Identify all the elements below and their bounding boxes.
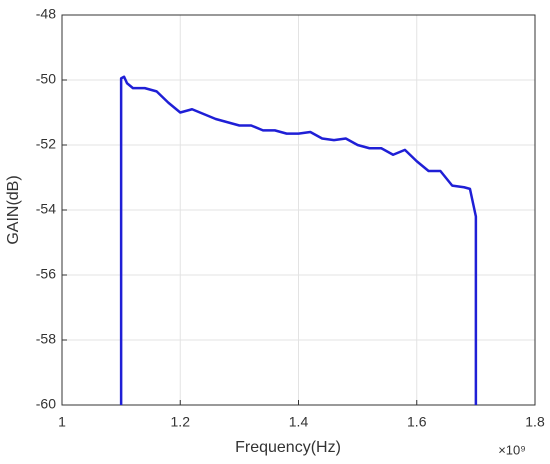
x-tick-label: 1.4 [289, 414, 309, 430]
y-tick-label: -52 [36, 136, 56, 152]
x-tick-label: 1.8 [525, 414, 545, 430]
y-tick-label: -56 [36, 266, 56, 282]
data-line [119, 75, 478, 405]
x-axis-label: Frequency(Hz) [235, 439, 341, 456]
y-tick-label: -60 [36, 396, 56, 412]
x-tick-label: 1 [58, 414, 66, 430]
x-tick-label: 1.6 [407, 414, 427, 430]
y-axis-label: GAIN(dB) [5, 175, 22, 244]
plot-frame [61, 14, 536, 406]
y-tick-label: -54 [36, 201, 56, 217]
y-tick-label: -58 [36, 331, 56, 347]
x-tick-label: 1.2 [171, 414, 191, 430]
y-tick-label: -50 [36, 71, 56, 87]
y-tick-label: -48 [36, 6, 56, 22]
x-multiplier: ×10⁹ [498, 442, 526, 457]
